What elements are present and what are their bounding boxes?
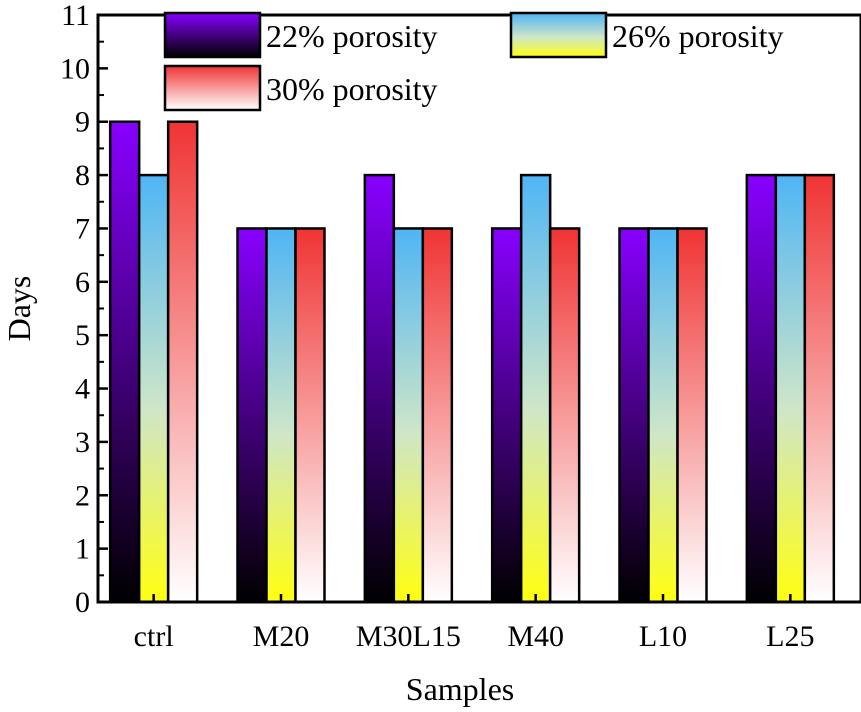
- y-tick-label: 7: [75, 212, 90, 245]
- x-tick-label: M30L15: [356, 620, 461, 653]
- x-tick-label: M40: [507, 620, 564, 653]
- y-tick-label: 9: [75, 106, 90, 139]
- x-tick-label: M20: [253, 620, 310, 653]
- bar-m20-series-2: [265, 227, 297, 604]
- legend-swatch-series-1: [163, 11, 262, 59]
- y-tick-label: 0: [75, 586, 90, 619]
- legend-label-series-2: 26% porosity: [612, 18, 784, 54]
- bar-ctrl-series-1: [108, 120, 141, 604]
- legend-swatch-series-2: [509, 11, 608, 59]
- bar-m30l15-series-3: [421, 227, 454, 604]
- y-tick-label: 5: [75, 319, 90, 352]
- legend-swatch-series-3: [163, 64, 262, 112]
- legend-label-series-3: 30% porosity: [266, 71, 438, 107]
- bar-l10-series-2: [647, 227, 679, 604]
- bar-ctrl-series-3: [166, 120, 199, 604]
- bar-l25-series-1: [745, 173, 778, 604]
- y-tick-label: 2: [75, 479, 90, 512]
- y-axis-title: Days: [1, 276, 37, 342]
- bar-m20-series-1: [236, 227, 268, 604]
- bar-l25-series-2: [774, 173, 807, 604]
- y-tick-label: 3: [75, 426, 90, 459]
- ticks-layer: ctrl M20 M30L15 M40 L10 L25 0 1 2 3 4 5 6 7 8 9 10 11: [60, 0, 814, 653]
- bar-m20-series-3: [294, 227, 326, 604]
- bar-l10-series-3: [676, 227, 708, 604]
- x-tick-label: L25: [766, 620, 814, 653]
- y-tick-label: 1: [75, 533, 90, 566]
- bar-ctrl-series-2: [137, 173, 170, 604]
- bar-m40-series-2: [519, 173, 552, 604]
- x-axis-title: Samples: [406, 671, 514, 707]
- y-tick-label: 10: [60, 52, 90, 85]
- y-tick-label: 4: [75, 373, 90, 406]
- bar-m30l15-series-1: [363, 173, 396, 604]
- bars-layer: [108, 120, 836, 604]
- y-tick-label: 8: [75, 159, 90, 192]
- y-tick-label: 11: [61, 0, 90, 32]
- x-tick-label: ctrl: [134, 620, 174, 653]
- x-tick-label: L10: [639, 620, 687, 653]
- y-tick-label: 6: [75, 266, 90, 299]
- legend-label-series-1: 22% porosity: [266, 18, 438, 54]
- bar-l10-series-1: [618, 227, 650, 604]
- bar-l25-series-3: [803, 173, 836, 604]
- bar-m40-series-1: [490, 227, 523, 604]
- legend: 22% porosity 26% porosity 30% porosity: [163, 11, 784, 112]
- bar-m40-series-3: [548, 227, 581, 604]
- bar-m30l15-series-2: [392, 227, 425, 604]
